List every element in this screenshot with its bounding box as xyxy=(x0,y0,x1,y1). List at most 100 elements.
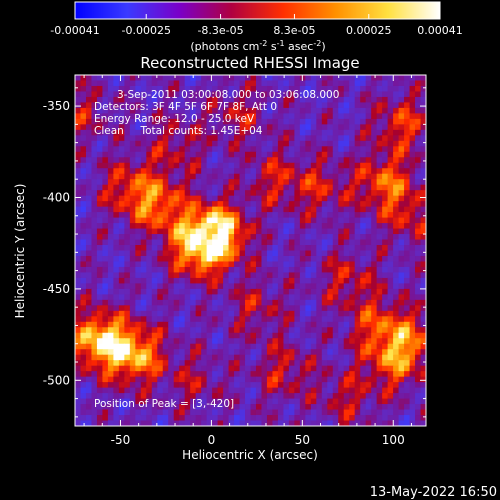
heatmap-cell xyxy=(371,179,378,186)
heatmap-cell xyxy=(96,146,104,153)
heatmap-cell xyxy=(266,184,274,191)
heatmap-cell xyxy=(360,409,367,416)
heatmap-cell xyxy=(305,201,312,208)
heatmap-cell xyxy=(409,409,416,416)
heatmap-cell xyxy=(96,321,104,328)
heatmap-cell xyxy=(162,239,169,246)
heatmap-cell xyxy=(250,162,257,169)
heatmap-cell xyxy=(245,228,252,235)
heatmap-cell xyxy=(113,349,120,356)
heatmap-cell xyxy=(75,75,82,82)
heatmap-cell xyxy=(85,124,93,131)
heatmap-cell xyxy=(398,382,405,389)
heatmap-cell xyxy=(288,332,295,339)
heatmap-cell xyxy=(146,91,153,98)
heatmap-cell xyxy=(212,283,219,290)
heatmap-cell xyxy=(327,168,334,175)
heatmap-cell xyxy=(272,261,279,268)
heatmap-cell xyxy=(354,113,361,120)
heatmap-cell xyxy=(283,195,290,202)
heatmap-cell xyxy=(272,354,279,361)
heatmap-cell xyxy=(107,201,114,208)
heatmap-cell xyxy=(415,382,422,389)
heatmap-cell xyxy=(173,354,180,361)
heatmap-cell xyxy=(239,228,246,235)
heatmap-cell xyxy=(371,124,378,131)
heatmap-cell xyxy=(409,118,416,125)
heatmap-cell xyxy=(234,179,241,186)
heatmap-cell xyxy=(129,102,136,109)
heatmap-cell xyxy=(332,151,339,158)
heatmap-cell xyxy=(299,316,306,323)
heatmap-cell xyxy=(255,277,263,284)
heatmap-cell xyxy=(409,338,416,345)
heatmap-cell xyxy=(135,102,142,109)
heatmap-cell xyxy=(321,327,328,334)
heatmap-cell xyxy=(129,387,136,394)
heatmap-cell xyxy=(294,371,301,378)
heatmap-cell xyxy=(184,217,191,224)
heatmap-cell xyxy=(91,299,98,306)
heatmap-cell xyxy=(245,140,252,147)
heatmap-cell xyxy=(376,283,383,290)
heatmap-cell xyxy=(140,96,147,104)
colorbar-tick-label: 8.3e-05 xyxy=(273,24,315,37)
heatmap-cell xyxy=(107,173,114,180)
heatmap-cell xyxy=(234,234,241,241)
heatmap-cell xyxy=(239,382,246,389)
heatmap-cell xyxy=(217,245,224,252)
heatmap-cell xyxy=(288,168,295,175)
heatmap-cell xyxy=(299,288,306,295)
heatmap-cell xyxy=(223,140,230,147)
heatmap-cell xyxy=(327,299,334,306)
heatmap-cell xyxy=(217,91,224,98)
colorbar-tick-label: -0.00041 xyxy=(50,24,99,37)
heatmap-cell xyxy=(146,239,153,246)
heatmap-cell xyxy=(228,349,235,356)
heatmap-cell xyxy=(266,206,274,213)
heatmap-cell xyxy=(212,80,219,87)
heatmap-cell xyxy=(294,96,301,104)
heatmap-cell xyxy=(387,332,394,339)
heatmap-cell xyxy=(404,310,411,317)
heatmap-cell xyxy=(113,168,120,175)
heatmap-cell xyxy=(184,124,191,131)
heatmap-cell xyxy=(96,255,104,263)
heatmap-cell xyxy=(234,102,241,109)
heatmap-cell xyxy=(113,305,120,312)
heatmap-cell xyxy=(277,409,284,416)
heatmap-cell xyxy=(393,217,400,224)
heatmap-cell xyxy=(288,91,295,98)
heatmap-cell xyxy=(217,393,224,400)
heatmap-cell xyxy=(398,393,405,400)
heatmap-cell xyxy=(212,118,219,125)
heatmap-cell xyxy=(382,80,389,87)
heatmap-cell xyxy=(283,85,290,93)
heatmap-cell xyxy=(75,124,82,131)
heatmap-cell xyxy=(415,283,422,290)
heatmap-cell xyxy=(228,118,235,125)
heatmap-cell xyxy=(234,190,241,197)
heatmap-cell xyxy=(343,266,350,274)
heatmap-cell xyxy=(420,124,426,131)
heatmap-cell xyxy=(420,129,426,136)
heatmap-cell xyxy=(288,118,295,125)
heatmap-cell xyxy=(294,124,301,131)
heatmap-cell xyxy=(157,245,164,252)
heatmap-cell xyxy=(338,201,345,208)
heatmap-cell xyxy=(283,118,290,125)
heatmap-cell xyxy=(277,332,284,339)
heatmap-cell xyxy=(217,250,224,257)
heatmap-cell xyxy=(250,277,257,284)
heatmap-cell xyxy=(327,234,334,241)
heatmap-cell xyxy=(321,179,328,186)
heatmap-cell xyxy=(195,261,202,268)
heatmap-cell xyxy=(201,184,208,191)
heatmap-cell xyxy=(360,299,367,306)
heatmap-cell xyxy=(91,365,98,372)
heatmap-cell xyxy=(173,195,180,202)
heatmap-cell xyxy=(96,354,104,361)
heatmap-cell xyxy=(228,283,235,290)
heatmap-cell xyxy=(404,168,411,175)
heatmap-cell xyxy=(206,190,213,197)
